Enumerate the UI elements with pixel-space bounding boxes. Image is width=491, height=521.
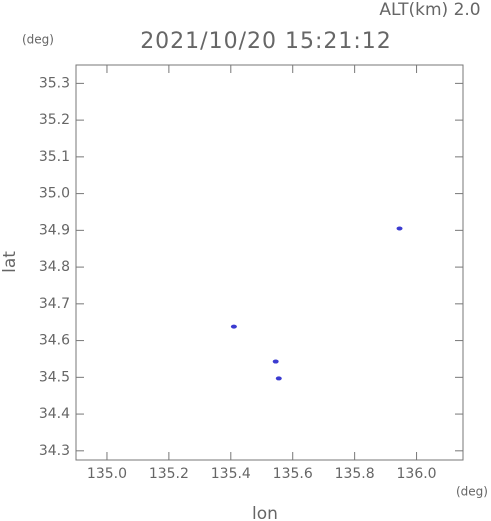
point — [396, 226, 403, 231]
y-tick-label: 35.1 — [39, 149, 70, 165]
plot-frame — [75, 64, 464, 461]
point — [275, 376, 282, 381]
chart-subtitle: ALT(km) 2.0 — [379, 0, 480, 20]
y-tick-label: 34.9 — [39, 222, 70, 238]
y-tick-label: 34.8 — [39, 259, 70, 275]
y-tick-label: 34.3 — [39, 443, 70, 459]
y-tick-label: 34.6 — [39, 333, 70, 349]
x-tick-label: 135.2 — [149, 466, 189, 482]
chart-title: 2021/10/20 15:21:12 — [140, 29, 392, 54]
y-tick-label: 35.0 — [39, 186, 70, 202]
x-tick-label: 136.0 — [397, 466, 437, 482]
y-unit: (deg) — [22, 33, 54, 47]
y-axis-label: lat — [0, 251, 20, 273]
y-tick-label: 34.4 — [39, 406, 70, 422]
x-tick-label: 135.0 — [87, 466, 127, 482]
x-axis-label: lon — [252, 504, 278, 521]
point — [230, 324, 237, 329]
y-tick-label: 34.7 — [39, 296, 70, 312]
x-tick-label: 135.8 — [335, 466, 375, 482]
y-tick-label: 35.3 — [39, 75, 70, 91]
x-unit: (deg) — [456, 485, 488, 499]
point — [272, 359, 279, 364]
x-tick-label: 135.6 — [273, 466, 313, 482]
y-tick-label: 35.2 — [39, 112, 70, 128]
x-tick-label: 135.4 — [211, 466, 251, 482]
y-tick-label: 34.5 — [39, 369, 70, 385]
